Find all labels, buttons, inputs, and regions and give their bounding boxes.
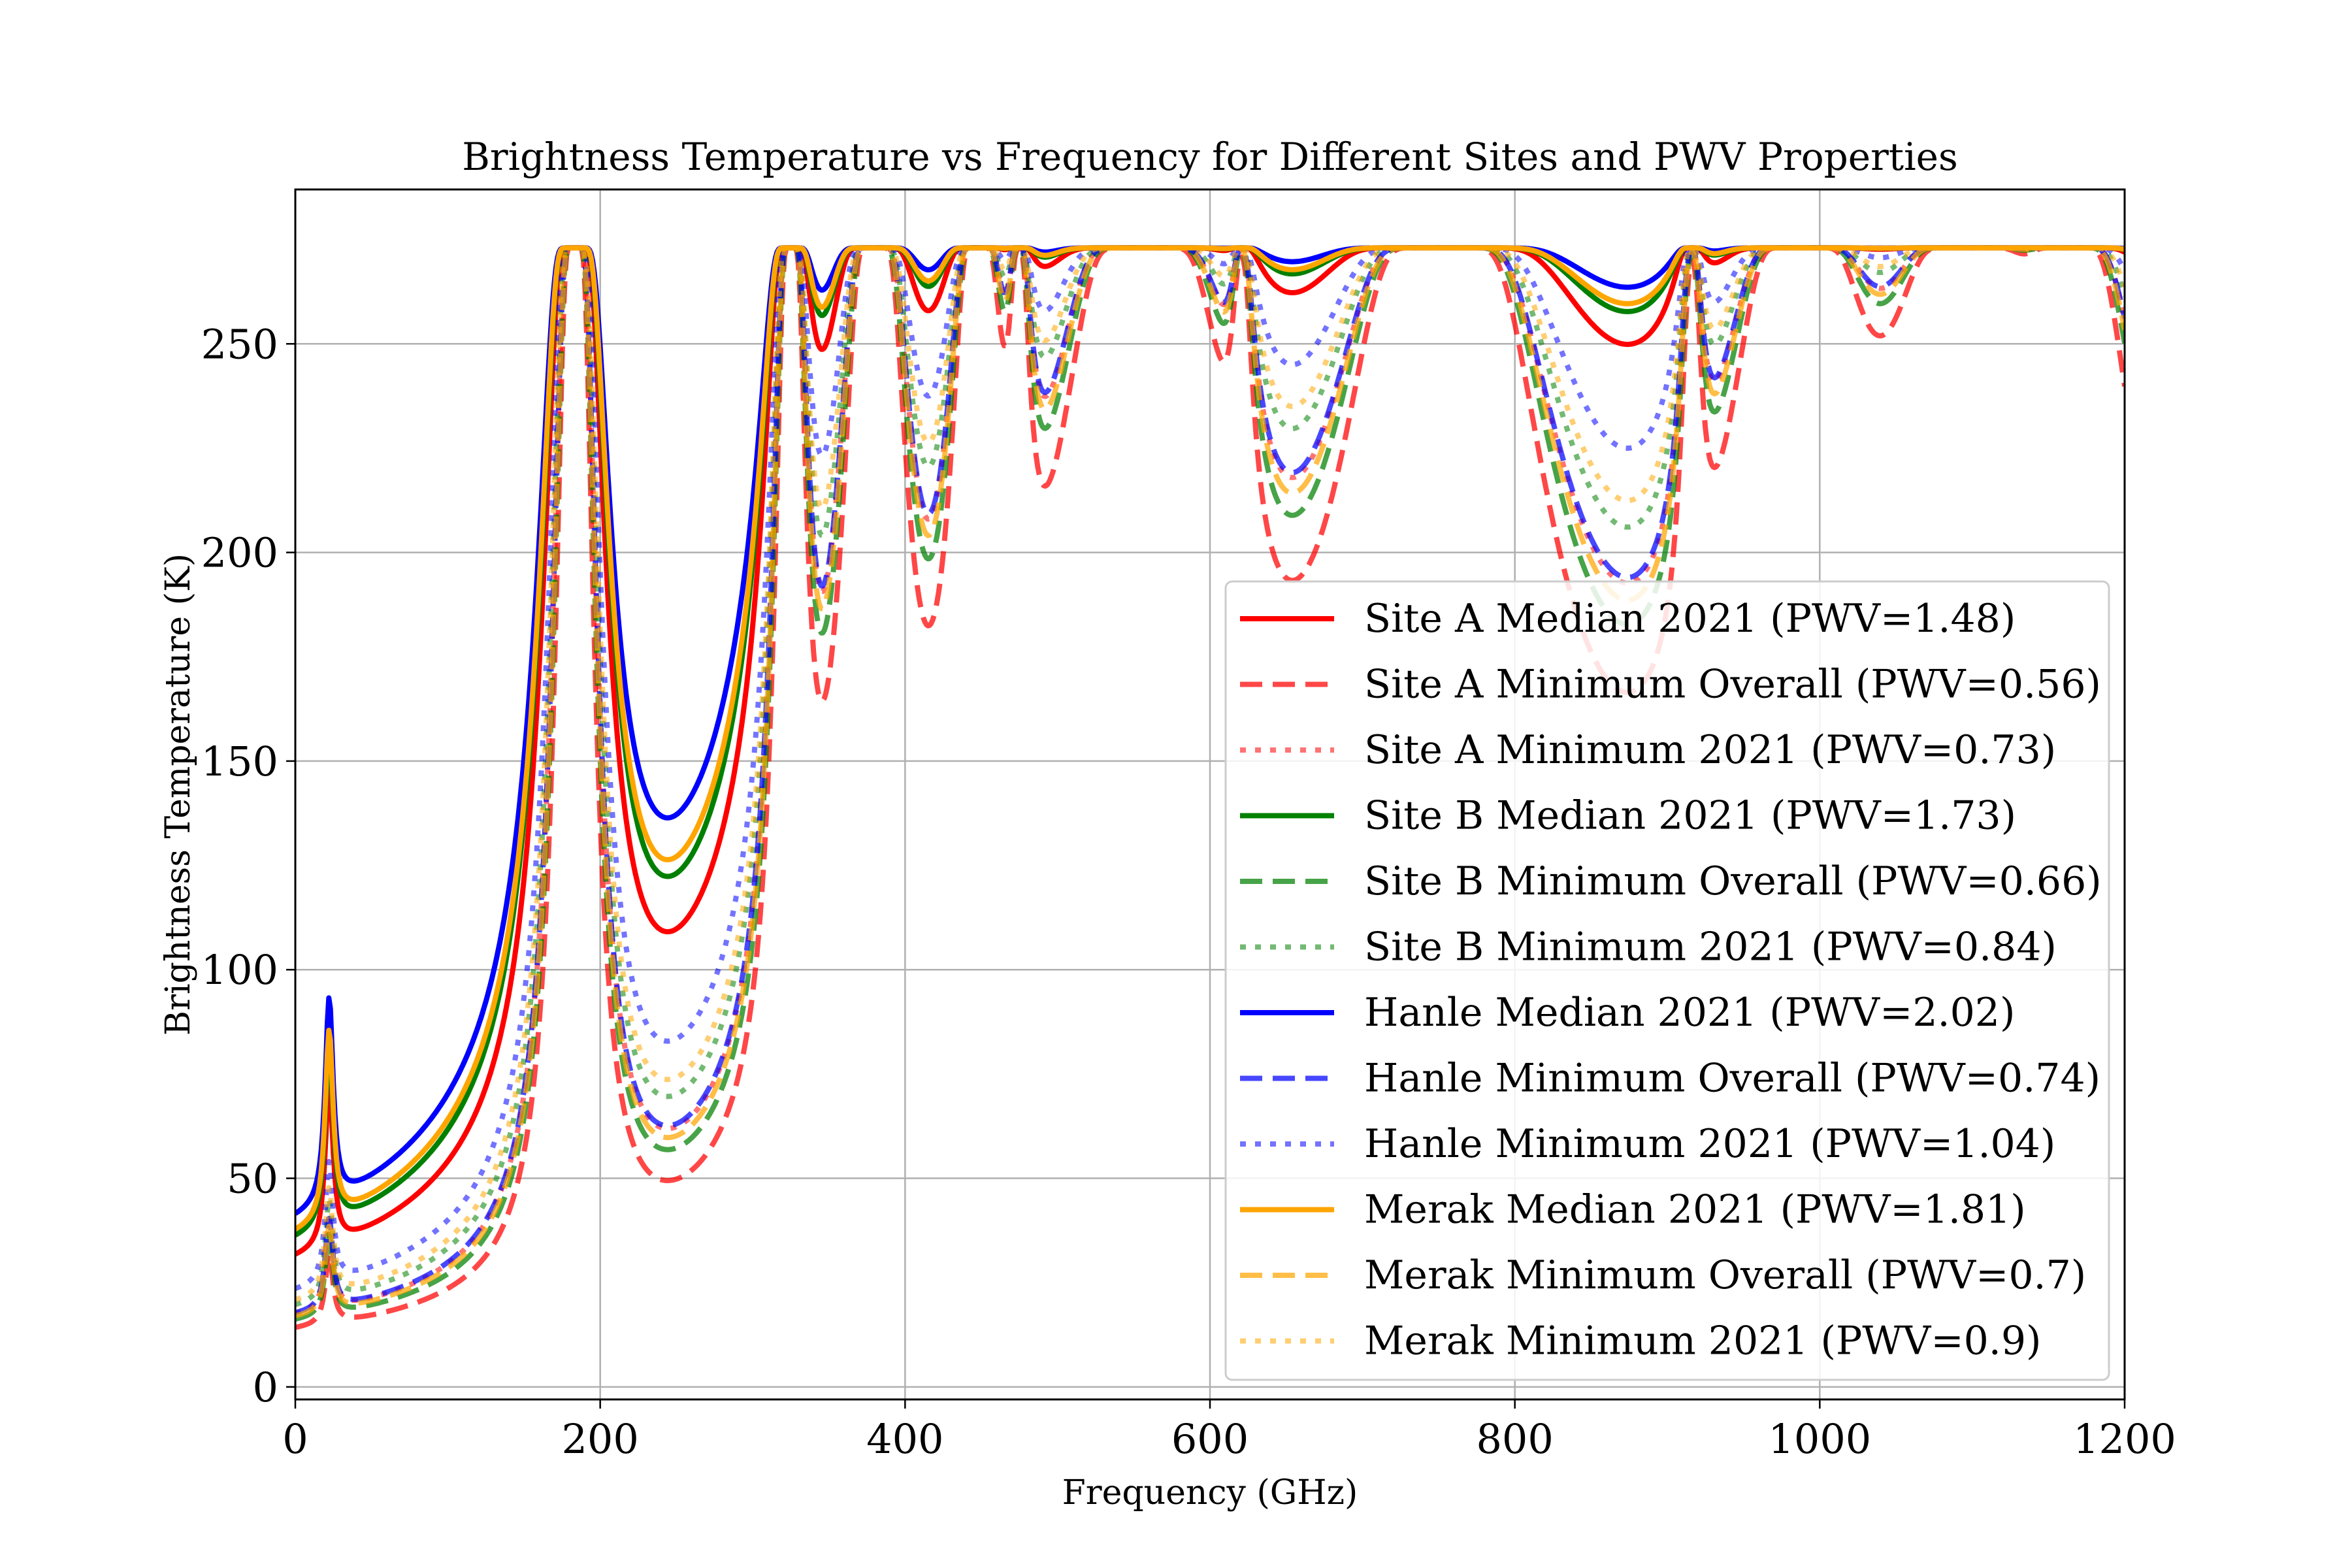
x-tick-label: 1000 [1768,1415,1871,1463]
legend-label: Hanle Median 2021 (PWV=2.02) [1364,990,2015,1036]
chart-title: Brightness Temperature vs Frequency for … [462,135,1958,179]
legend-label: Site A Minimum Overall (PWV=0.56) [1364,662,2101,708]
series-line [295,245,2125,1318]
x-tick-label: 1200 [2073,1415,2176,1463]
x-tick-label: 400 [866,1415,943,1463]
x-axis-label: Frequency (GHz) [1062,1473,1358,1512]
x-axis: 0 200 400 600 800 1000 1200 [282,1399,2176,1463]
x-tick-label: 800 [1476,1415,1553,1463]
x-tick-label: 0 [282,1415,308,1463]
series-line [295,245,2125,1291]
y-axis: 0 50 100 150 200 250 [201,320,295,1411]
legend-label: Hanle Minimum 2021 (PWV=1.04) [1364,1121,2055,1167]
y-tick-label: 50 [227,1155,278,1203]
y-tick-label: 200 [201,529,278,577]
legend-label: Site A Median 2021 (PWV=1.48) [1364,596,2016,642]
y-tick-label: 250 [201,320,278,368]
series-layer [295,245,2125,1330]
legend-label: Merak Median 2021 (PWV=1.81) [1364,1187,2026,1233]
legend-label: Hanle Minimum Overall (PWV=0.74) [1364,1056,2100,1102]
y-tick-label: 100 [201,946,278,994]
x-tick-label: 600 [1171,1415,1249,1463]
legend-label: Merak Minimum 2021 (PWV=0.9) [1364,1318,2041,1364]
legend-label: Site B Minimum Overall (PWV=0.66) [1364,858,2102,904]
legend-label: Site A Minimum 2021 (PWV=0.73) [1364,727,2056,773]
legend: Site A Median 2021 (PWV=1.48) Site A Mini… [1224,580,2110,1381]
series-line [295,245,2125,1303]
y-axis-label: Brightness Temperature (K) [159,553,198,1036]
y-tick-label: 0 [253,1364,278,1411]
series-line [295,245,2125,1232]
x-tick-label: 200 [561,1415,638,1463]
legend-label: Merak Minimum Overall (PWV=0.7) [1364,1252,2086,1298]
legend-label: Site B Median 2021 (PWV=1.73) [1364,793,2016,839]
legend-label: Site B Minimum 2021 (PWV=0.84) [1364,924,2057,970]
y-tick-label: 150 [201,738,278,785]
legend-box [1224,580,2110,1381]
